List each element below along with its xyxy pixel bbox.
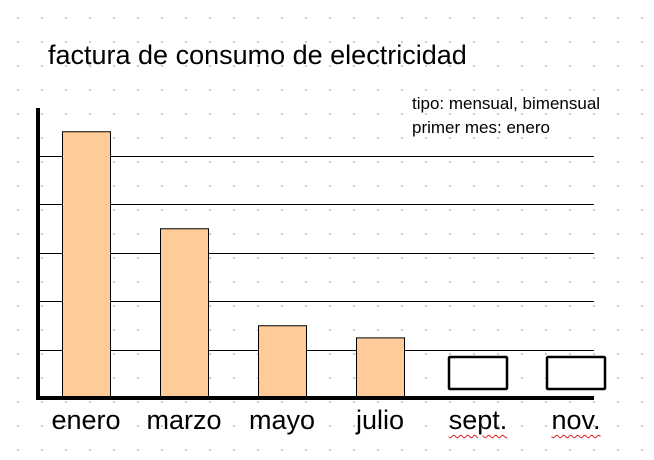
x-tick-label: enero (51, 405, 121, 435)
gridlines (38, 156, 594, 351)
x-tick-label: mayo (248, 405, 316, 435)
bar-enero (62, 131, 111, 399)
annotation-type: tipo: mensual, bimensual (412, 94, 601, 113)
bars (62, 131, 607, 399)
x-tick-label: marzo (146, 405, 222, 435)
x-tick-label: julio (355, 405, 405, 435)
chart-title: factura de consumo de electricidad (48, 40, 467, 70)
bar-marzo (160, 228, 209, 399)
empty-box-sept (447, 355, 509, 391)
x-tick-label: sept. (448, 405, 508, 435)
annotation-first-month: primer mes: enero (412, 118, 550, 137)
x-tick-label: nov. (551, 405, 601, 435)
bar-julio (356, 337, 405, 399)
empty-box-nov (545, 355, 607, 391)
bar-mayo (258, 325, 307, 399)
